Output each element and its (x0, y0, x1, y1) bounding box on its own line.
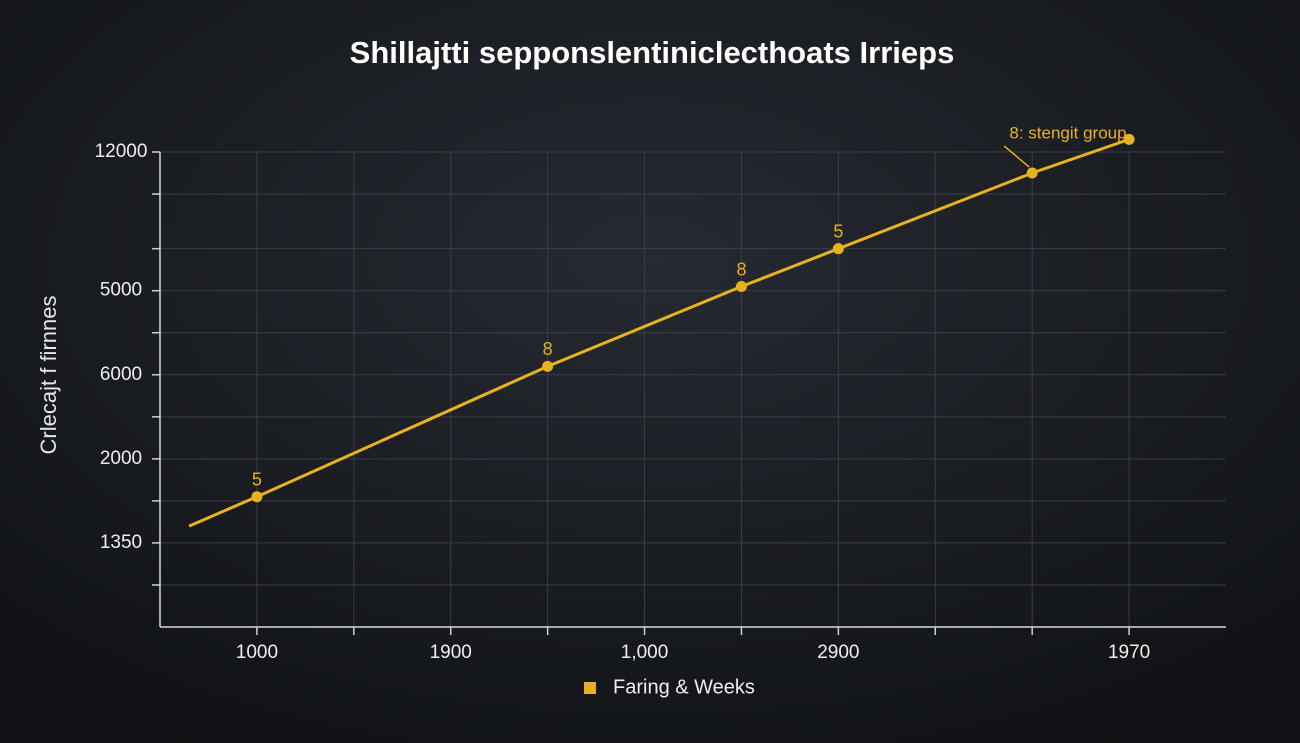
data-label: 5 (252, 469, 262, 489)
data-label: 5 (833, 221, 843, 241)
data-label: 8 (736, 259, 746, 279)
point (832, 243, 844, 255)
legend-swatch (584, 682, 596, 694)
x-tick-label: 1970 (1108, 642, 1150, 663)
x-tick-label: 1000 (236, 642, 278, 663)
x-tick-label: 1900 (430, 642, 472, 663)
y-tick-label: 6000 (100, 364, 142, 385)
point (1123, 133, 1135, 145)
y-tick-label: 5000 (100, 280, 142, 301)
point (542, 360, 554, 372)
legend-label: Faring & Weeks (613, 676, 755, 698)
y-tick-label: 1350 (100, 532, 142, 553)
point (735, 281, 747, 293)
y-tick-label: 2000 (100, 448, 142, 469)
y-tick-label: 12000 (95, 141, 148, 162)
x-tick-label: 2900 (817, 642, 859, 663)
chart-title: Shillajtti sepponslentiniclecthoats Irri… (350, 35, 955, 70)
x-tick-label: 1,000 (621, 642, 669, 663)
point (1026, 167, 1038, 179)
annotation: 8: stengit group (1009, 123, 1126, 142)
annotation-leader (1003, 145, 1030, 168)
data-label: 8 (543, 339, 553, 359)
point (251, 491, 263, 503)
y-axis-label: Crlecajt f firnnes (36, 296, 61, 455)
